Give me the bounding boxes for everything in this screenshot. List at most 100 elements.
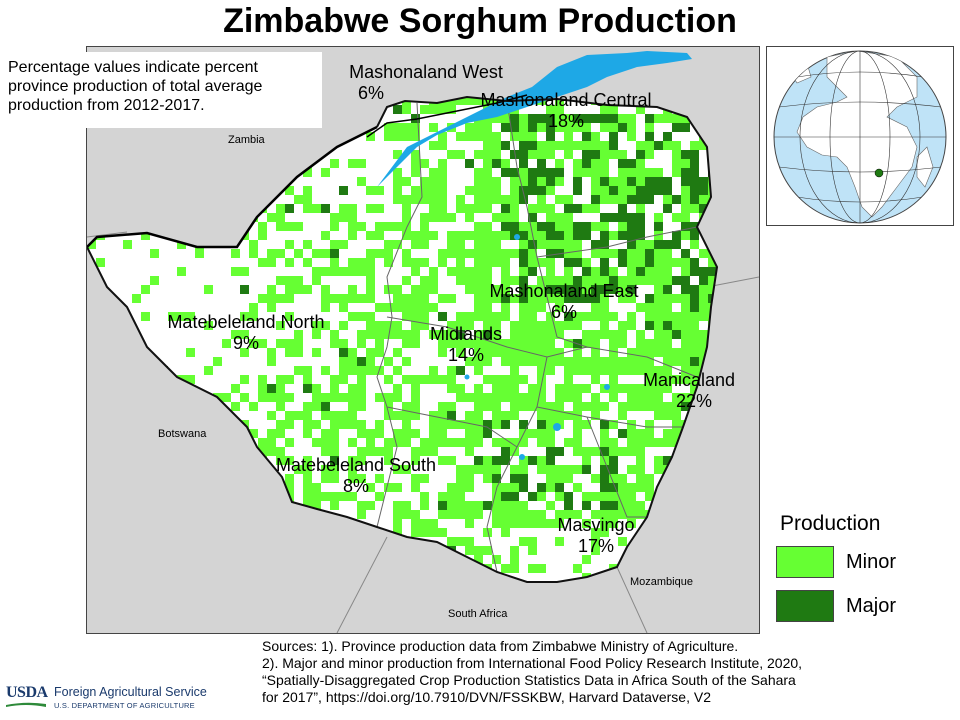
minor-production-cell [276,429,285,438]
minor-production-cell [483,231,492,240]
minor-production-cell [636,447,645,456]
minor-production-cell [564,123,573,132]
minor-production-cell [600,402,609,411]
minor-production-cell [681,303,690,312]
minor-production-cell [618,321,627,330]
minor-production-cell [483,546,492,555]
major-production-cell [690,168,699,177]
major-production-cell [591,285,600,294]
minor-production-cell [456,483,465,492]
minor-production-cell [474,501,483,510]
minor-production-cell [582,204,591,213]
minor-production-cell [384,402,393,411]
major-production-cell [627,159,636,168]
major-production-cell [627,240,636,249]
minor-production-cell [528,393,537,402]
minor-production-cell [699,348,708,357]
minor-production-cell [96,258,105,267]
minor-production-cell [348,348,357,357]
minor-production-cell [312,276,321,285]
minor-production-cell [285,411,294,420]
minor-production-cell [681,312,690,321]
minor-production-cell [537,303,546,312]
minor-production-cell [420,231,429,240]
major-production-cell [708,267,717,276]
minor-production-cell [285,339,294,348]
minor-production-cell [258,339,267,348]
minor-production-cell [429,276,438,285]
minor-production-cell [654,330,663,339]
minor-production-cell [141,312,150,321]
minor-production-cell [591,402,600,411]
minor-production-cell [654,465,663,474]
minor-production-cell [465,357,474,366]
major-production-cell [699,186,708,195]
minor-production-cell [699,141,708,150]
minor-production-cell [519,501,528,510]
minor-production-cell [420,177,429,186]
minor-production-cell [465,123,474,132]
minor-production-cell [573,249,582,258]
major-production-cell [600,465,609,474]
minor-production-cell [438,456,447,465]
minor-production-cell [384,249,393,258]
minor-production-cell [573,564,582,573]
minor-production-cell [672,420,681,429]
minor-production-cell [312,438,321,447]
minor-production-cell [411,303,420,312]
minor-production-cell [294,348,303,357]
major-production-cell [537,159,546,168]
minor-production-cell [348,456,357,465]
minor-production-cell [690,240,699,249]
minor-production-cell [573,447,582,456]
minor-production-cell [141,285,150,294]
minor-production-cell [474,393,483,402]
minor-production-cell [645,312,654,321]
minor-production-cell [393,384,402,393]
minor-production-cell [258,438,267,447]
minor-production-cell [312,321,321,330]
minor-production-cell [492,402,501,411]
minor-production-cell [528,546,537,555]
minor-production-cell [555,303,564,312]
major-production-cell [699,267,708,276]
minor-production-cell [609,357,618,366]
minor-production-cell [546,465,555,474]
minor-production-cell [510,132,519,141]
minor-production-cell [492,348,501,357]
minor-production-cell [474,195,483,204]
minor-production-cell [393,510,402,519]
major-production-cell [690,195,699,204]
minor-production-cell [555,393,564,402]
minor-production-cell [357,510,366,519]
major-production-cell [564,204,573,213]
minor-production-cell [375,447,384,456]
minor-production-cell [402,375,411,384]
major-production-cell [618,249,627,258]
minor-production-cell [339,375,348,384]
minor-production-cell [339,393,348,402]
major-production-cell [600,258,609,267]
minor-production-cell [429,330,438,339]
minor-production-cell [393,222,402,231]
minor-production-cell [438,132,447,141]
minor-production-cell [564,411,573,420]
minor-production-cell [447,402,456,411]
minor-production-cell [465,501,474,510]
minor-production-cell [366,357,375,366]
minor-production-cell [636,510,645,519]
minor-production-cell [285,483,294,492]
major-production-cell [546,132,555,141]
minor-production-cell [258,294,267,303]
minor-production-cell [654,339,663,348]
minor-production-cell [627,492,636,501]
minor-production-cell [663,114,672,123]
minor-production-cell [456,231,465,240]
minor-production-cell [690,204,699,213]
minor-production-cell [303,411,312,420]
minor-production-cell [492,240,501,249]
minor-production-cell [375,249,384,258]
major-production-cell [510,168,519,177]
minor-production-cell [384,303,393,312]
major-production-cell [645,186,654,195]
